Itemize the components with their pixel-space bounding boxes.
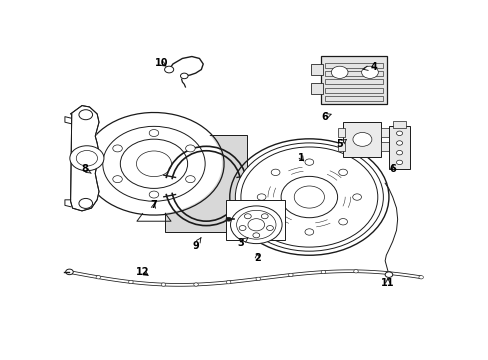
Bar	[392, 121, 405, 128]
Bar	[324, 79, 383, 84]
Circle shape	[86, 114, 222, 213]
Circle shape	[66, 270, 71, 274]
Text: 8: 8	[81, 164, 91, 174]
Circle shape	[305, 159, 313, 165]
Text: 5: 5	[336, 139, 346, 149]
Circle shape	[185, 176, 195, 183]
Bar	[388, 126, 409, 169]
Circle shape	[96, 276, 101, 279]
Bar	[343, 122, 381, 157]
Circle shape	[352, 132, 371, 146]
Circle shape	[331, 66, 347, 78]
Circle shape	[79, 198, 92, 208]
Circle shape	[255, 277, 260, 280]
Circle shape	[230, 206, 282, 244]
Circle shape	[149, 191, 159, 198]
Bar	[337, 141, 345, 151]
Bar	[337, 128, 345, 138]
Text: 6: 6	[388, 164, 395, 174]
Circle shape	[386, 271, 390, 275]
Circle shape	[396, 141, 402, 145]
Circle shape	[164, 66, 173, 73]
Circle shape	[161, 283, 165, 286]
Text: 4: 4	[363, 62, 376, 72]
Circle shape	[271, 169, 280, 176]
Bar	[381, 128, 388, 138]
Circle shape	[79, 110, 92, 120]
Circle shape	[244, 214, 251, 219]
Bar	[324, 96, 383, 101]
Circle shape	[266, 225, 273, 230]
Circle shape	[128, 280, 133, 284]
Circle shape	[288, 273, 292, 276]
Text: 6: 6	[321, 112, 330, 122]
Text: 11: 11	[380, 278, 394, 288]
Circle shape	[352, 194, 361, 200]
Circle shape	[353, 270, 358, 273]
Bar	[324, 87, 383, 93]
Text: 1: 1	[298, 153, 305, 163]
Polygon shape	[70, 105, 99, 211]
Text: 7: 7	[150, 201, 157, 210]
Text: 10: 10	[155, 58, 168, 68]
Text: 12: 12	[136, 267, 149, 277]
Circle shape	[239, 225, 245, 230]
Circle shape	[252, 233, 259, 238]
Bar	[324, 63, 383, 68]
Circle shape	[113, 145, 122, 152]
Text: 9: 9	[192, 238, 201, 251]
Circle shape	[149, 130, 159, 136]
Circle shape	[180, 73, 188, 79]
Text: 2: 2	[254, 253, 260, 263]
Circle shape	[65, 269, 73, 275]
Circle shape	[185, 145, 195, 152]
Circle shape	[257, 194, 265, 200]
Circle shape	[338, 219, 347, 225]
Circle shape	[361, 66, 378, 78]
Bar	[381, 141, 388, 151]
Circle shape	[261, 214, 267, 219]
Text: 3: 3	[237, 238, 247, 248]
Bar	[311, 64, 322, 75]
Circle shape	[418, 276, 423, 279]
Circle shape	[396, 150, 402, 155]
Circle shape	[225, 217, 231, 221]
Circle shape	[235, 143, 383, 251]
Circle shape	[321, 270, 325, 274]
Bar	[324, 71, 383, 76]
Circle shape	[113, 176, 122, 183]
Bar	[165, 135, 246, 232]
Circle shape	[70, 146, 104, 171]
Circle shape	[271, 219, 280, 225]
Circle shape	[338, 169, 347, 176]
Circle shape	[396, 160, 402, 165]
Circle shape	[396, 131, 402, 135]
Circle shape	[226, 280, 230, 284]
Circle shape	[193, 283, 198, 286]
Circle shape	[385, 272, 392, 278]
Circle shape	[305, 229, 313, 235]
Bar	[311, 84, 322, 94]
Bar	[320, 56, 386, 104]
Bar	[225, 200, 284, 240]
